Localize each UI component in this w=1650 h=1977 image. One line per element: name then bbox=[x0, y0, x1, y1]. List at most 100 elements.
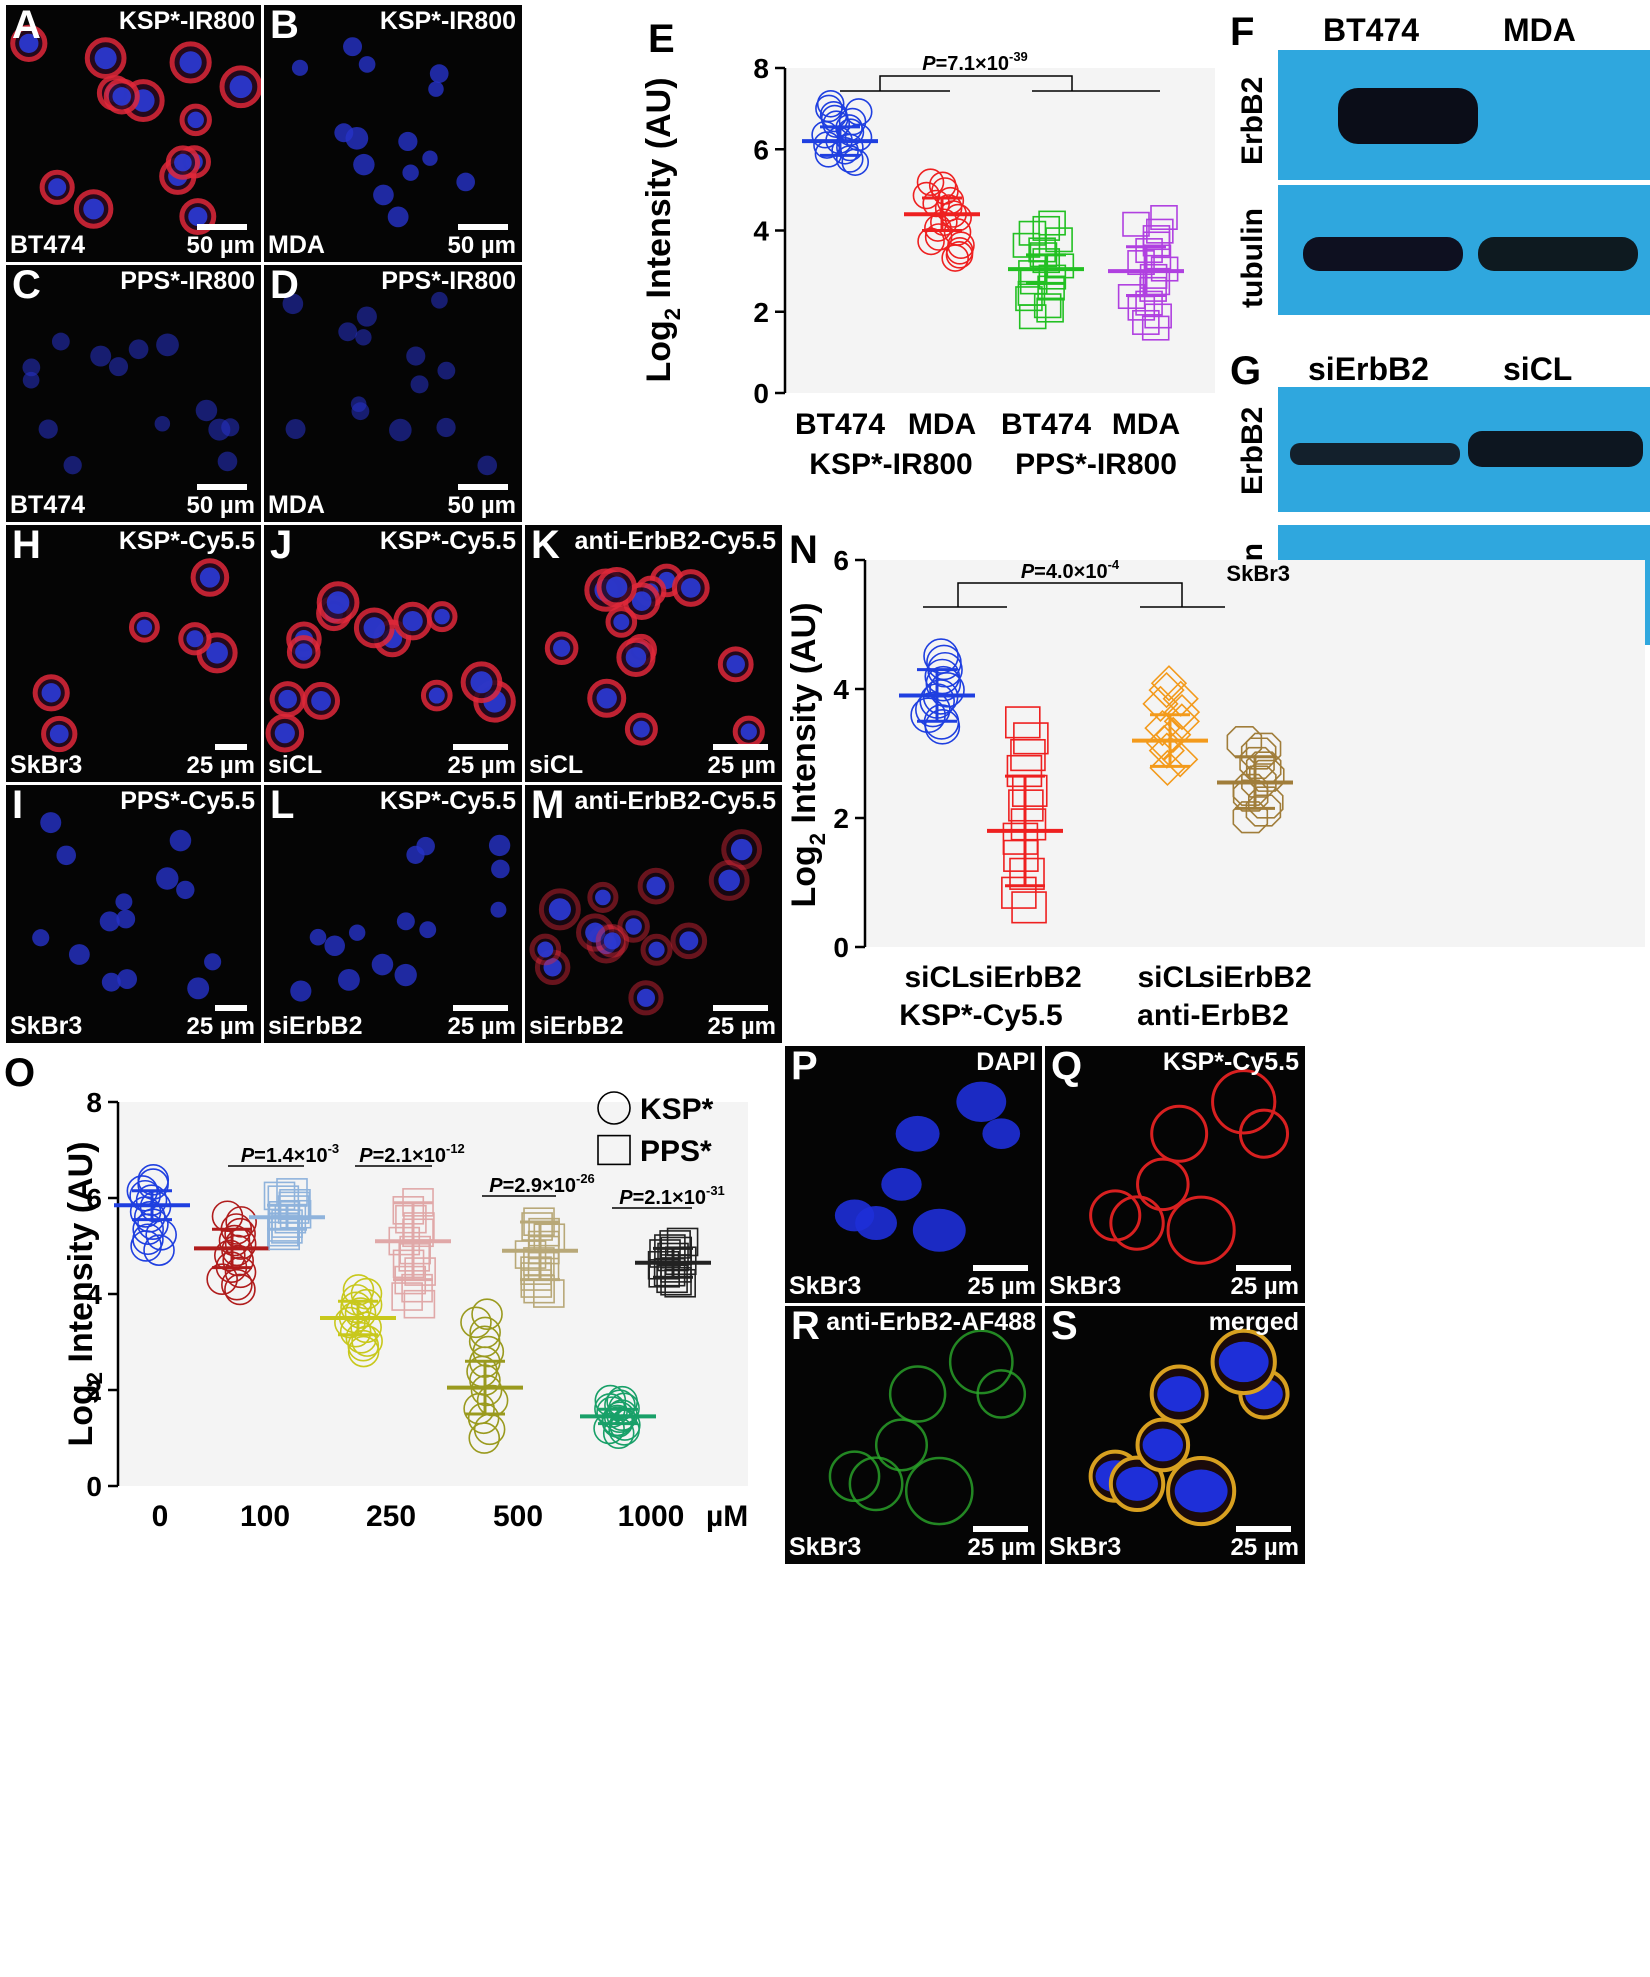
data-point bbox=[1010, 738, 1046, 772]
cell-line-label: MDA bbox=[268, 231, 325, 259]
cell-image bbox=[32, 812, 222, 1000]
lane-label: MDA bbox=[1503, 12, 1576, 48]
data-point bbox=[930, 208, 958, 237]
panel-B: B KSP*-IR800 50 µm MDA bbox=[264, 5, 522, 262]
panel-M: M anti-ErbB2-Cy5.5 25 µm siErbB2 bbox=[525, 785, 782, 1043]
cell-line-label: MDA bbox=[268, 491, 325, 519]
y-tick-label: 0 bbox=[753, 378, 769, 409]
cell-nucleus bbox=[585, 922, 606, 943]
row-label: tubulin bbox=[1236, 208, 1269, 308]
cell-line-label: SkBr3 bbox=[10, 751, 83, 779]
panel-H: H KSP*-Cy5.5 25 µm SkBr3 bbox=[6, 525, 261, 782]
cell-nucleus bbox=[625, 918, 642, 935]
data-point bbox=[1004, 706, 1041, 739]
annotation: SkBr3 bbox=[1226, 561, 1290, 586]
cell-nucleus bbox=[83, 198, 104, 220]
legend-marker bbox=[597, 1134, 631, 1166]
data-point bbox=[395, 1204, 427, 1234]
panel-title: KSP*-Cy5.5 bbox=[118, 527, 255, 555]
cell-membrane bbox=[1150, 1104, 1209, 1163]
data-point bbox=[931, 177, 959, 205]
data-point bbox=[923, 638, 959, 674]
cell-nucleus bbox=[679, 931, 699, 951]
data-point bbox=[841, 148, 870, 176]
cell-nucleus bbox=[1218, 1341, 1269, 1383]
cell-image bbox=[1089, 1069, 1290, 1265]
data-point bbox=[1028, 237, 1056, 263]
panel-letter: C bbox=[12, 265, 41, 307]
cell-line-label: SkBr3 bbox=[789, 1272, 862, 1300]
legend-label: PPS* bbox=[640, 1135, 712, 1168]
data-point bbox=[470, 1374, 503, 1407]
data-point bbox=[344, 1297, 377, 1329]
cell-nucleus bbox=[351, 402, 370, 421]
cell-nucleus bbox=[419, 921, 437, 939]
cell-nucleus bbox=[156, 333, 179, 357]
cell-line-label: SkBr3 bbox=[1049, 1533, 1122, 1561]
cell-nucleus bbox=[348, 924, 366, 941]
cell-nucleus bbox=[371, 953, 394, 976]
cell-nucleus bbox=[603, 932, 621, 950]
cell-nucleus bbox=[19, 33, 39, 54]
panel-letter: R bbox=[791, 1306, 820, 1348]
scale-label: 25 µm bbox=[967, 1273, 1036, 1300]
panel-letter: K bbox=[531, 525, 560, 567]
row-label: ErbB2 bbox=[1236, 406, 1269, 495]
cell-nucleus bbox=[373, 184, 394, 206]
cell-nucleus bbox=[285, 419, 306, 439]
cell-nucleus bbox=[22, 371, 40, 389]
group-label: KSP*-IR800 bbox=[809, 448, 972, 481]
scale-bar bbox=[197, 224, 247, 230]
cell-nucleus bbox=[1116, 1466, 1158, 1501]
cell-nucleus bbox=[187, 111, 204, 129]
y-tick-label: 8 bbox=[753, 53, 769, 84]
cell-nucleus bbox=[1142, 1428, 1184, 1462]
cell-nucleus bbox=[174, 153, 192, 172]
cell-nucleus bbox=[406, 346, 426, 366]
scale-bar bbox=[215, 1005, 247, 1011]
cell-membrane bbox=[874, 1418, 929, 1472]
cell-nucleus bbox=[295, 643, 313, 661]
chart-O: O Log2 Intensity (AU) 0 2 4 6 8 0 100 250 500 1000 µ… bbox=[4, 1051, 748, 1533]
cell-image bbox=[32, 558, 238, 753]
y-tick-label: 6 bbox=[833, 545, 849, 576]
data-point bbox=[143, 1234, 175, 1266]
p-value-label: P=2.1×10-12 bbox=[359, 1141, 465, 1167]
cell-nucleus bbox=[718, 869, 740, 892]
data-point bbox=[528, 1217, 560, 1247]
data-point bbox=[912, 181, 941, 210]
data-point bbox=[460, 1306, 492, 1339]
y-tick-label: 2 bbox=[833, 803, 849, 834]
p-value-label: P=1.4×10-3 bbox=[241, 1141, 339, 1167]
data-point bbox=[1245, 751, 1282, 784]
cell-nucleus bbox=[338, 322, 358, 342]
panel-title: anti-ErbB2-Cy5.5 bbox=[574, 787, 776, 815]
x-tick-label: 100 bbox=[240, 1500, 290, 1533]
panel-C: C PPS*-IR800 50 µm BT474 bbox=[6, 265, 261, 522]
x-tick-label: siErbB2 bbox=[1198, 961, 1311, 994]
cell-nucleus bbox=[646, 876, 666, 896]
cell-nucleus bbox=[115, 893, 133, 911]
cell-nucleus bbox=[217, 451, 238, 472]
cell-nucleus bbox=[428, 687, 445, 704]
data-point bbox=[1150, 665, 1188, 702]
y-tick-label: 2 bbox=[86, 1375, 102, 1406]
cell-nucleus bbox=[358, 56, 376, 73]
plot-area bbox=[785, 68, 1215, 393]
scale-label: 25 µm bbox=[447, 1013, 516, 1040]
x-tick-label: 1000 bbox=[618, 1500, 685, 1533]
row-label: ErbB2 bbox=[1236, 76, 1269, 165]
cell-image bbox=[1088, 1328, 1290, 1527]
data-point bbox=[521, 1212, 553, 1241]
cell-nucleus bbox=[387, 206, 409, 228]
p-value-label: P=4.0×10-4 bbox=[1021, 557, 1120, 583]
panel-letter: S bbox=[1051, 1306, 1078, 1348]
x-unit-label: µM bbox=[706, 1500, 748, 1533]
data-point bbox=[225, 1206, 257, 1238]
panel-title: PPS*-IR800 bbox=[120, 267, 255, 295]
scale-bar bbox=[973, 1526, 1028, 1532]
cell-nucleus bbox=[431, 291, 448, 309]
cell-membrane bbox=[1136, 1157, 1190, 1212]
scale-bar bbox=[458, 484, 508, 490]
data-point bbox=[520, 1256, 552, 1285]
